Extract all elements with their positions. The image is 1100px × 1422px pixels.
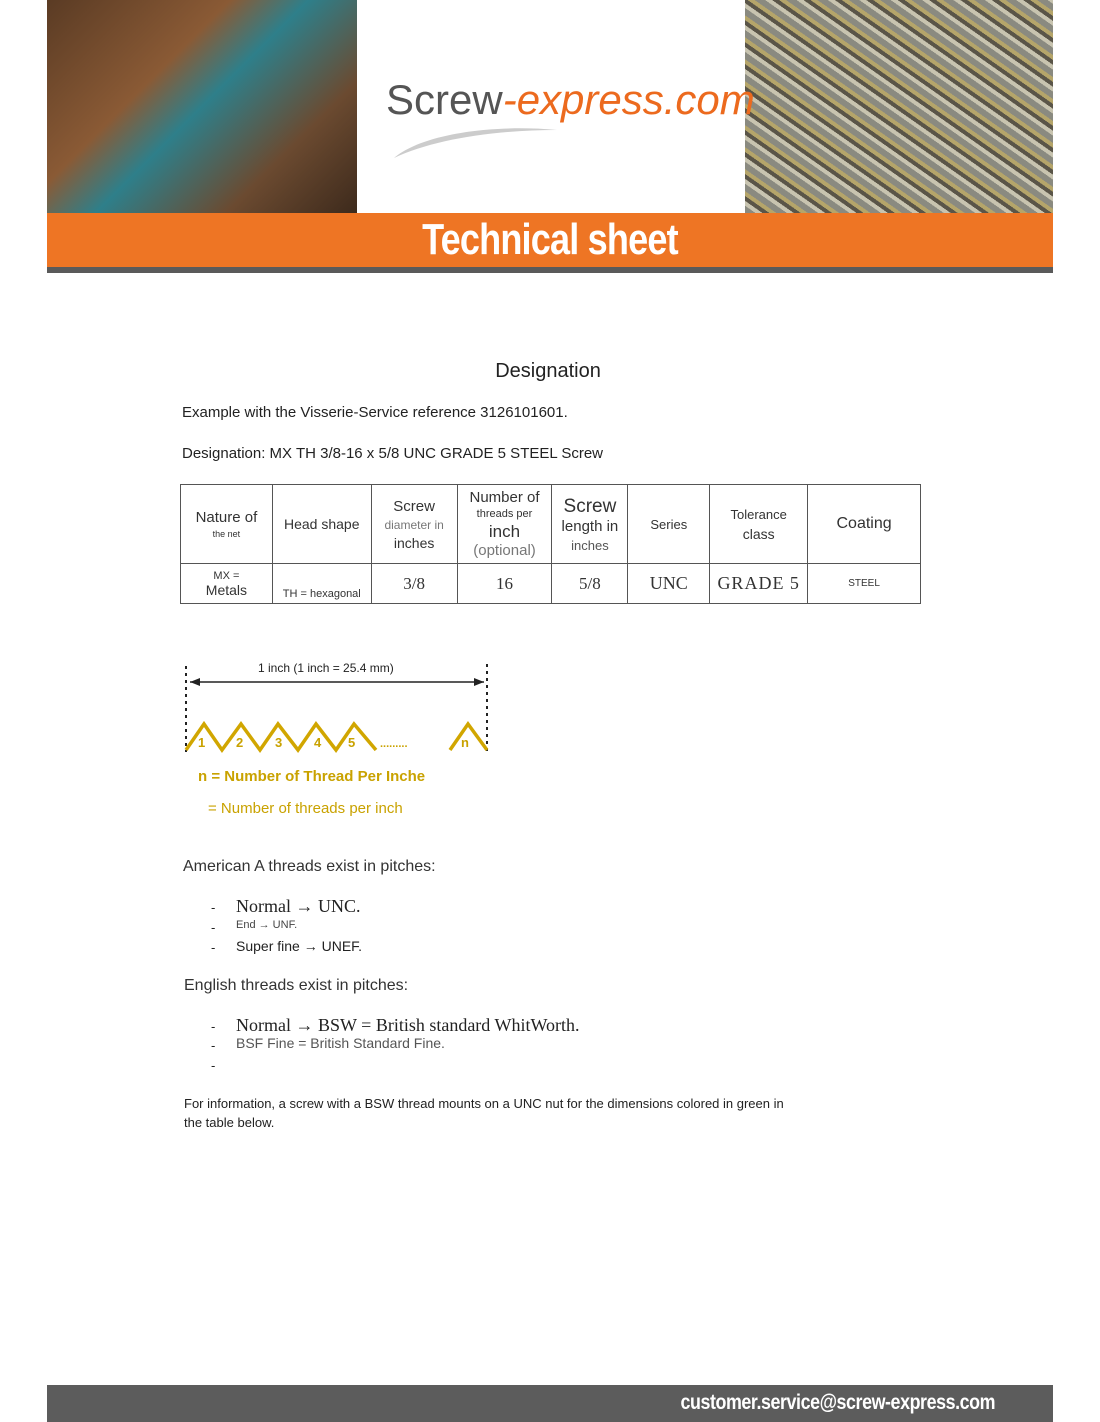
thread-diagram: 1 inch (1 inch = 25.4 mm) 1 2 3 4 5 ....… (180, 660, 500, 830)
english-item-normal: Normal → BSW = British standard WhitWort… (236, 1015, 580, 1035)
bullet: - (211, 1019, 216, 1034)
header-length: Screw length in inches (551, 484, 629, 564)
tools-photo (47, 0, 357, 213)
header-diameter: Screw diameter in inches (370, 484, 458, 564)
designation-table: Nature of the net Head shape Screw diamete… (180, 484, 921, 604)
header-coating: Coating (807, 484, 921, 564)
header-threads: Number of threads per inch (optional) (456, 484, 553, 564)
banner-title: Technical sheet (422, 215, 679, 264)
bullet: - (211, 900, 216, 915)
bullet: - (211, 1038, 216, 1053)
cell-diameter: 3/8 (370, 563, 458, 604)
header-subtext: threads per (476, 508, 533, 520)
info-line-1: For information, a screw with a BSW thre… (184, 1096, 784, 1111)
thread-label-4: 4 (314, 735, 322, 750)
header-subtext: inches (571, 537, 609, 553)
legend-line-2: = Number of threads per inch (208, 800, 403, 817)
logo: Screw-express.com (386, 76, 755, 124)
american-heading: American A threads exist in pitches: (183, 858, 436, 875)
english-heading: English threads exist in pitches: (184, 977, 409, 994)
title-band: Technical sheet (47, 213, 1053, 267)
info-line-2: the table below. (184, 1115, 275, 1130)
thread-label-3: 3 (275, 735, 283, 750)
table-header-row: Nature of the net Head shape Screw diamete… (180, 484, 921, 564)
header-tolerance: Tolerance class (709, 484, 809, 564)
table-row: MX = Metals TH = hexagonal 3/8 16 5/8 UNC… (180, 563, 921, 604)
header-subtext: the net (212, 529, 241, 539)
cell-length: 5/8 (551, 563, 629, 604)
divider (47, 267, 1053, 273)
cell-threads: 16 (456, 563, 553, 604)
header-subtext: inches (393, 534, 435, 551)
header-text: Screw (563, 495, 617, 517)
header-text: Screw (393, 497, 435, 515)
footer: customer.service@screw-express.com (47, 1385, 1053, 1422)
logo-main: Screw (386, 76, 503, 123)
english-item-fine: BSF Fine = British Standard Fine. (236, 1035, 445, 1051)
thread-drawing (184, 664, 489, 754)
cell-tolerance: GRADE 5 (709, 563, 809, 604)
header-subtext: length in (561, 517, 619, 535)
bullet: - (211, 940, 216, 955)
example-text: Example with the Visserie-Service refere… (182, 404, 568, 421)
header-subtext: (optional) (473, 542, 536, 559)
header-subtext: inch (488, 522, 521, 541)
screws-photo (745, 0, 1053, 213)
section-title: Designation (495, 360, 601, 382)
header-text: Number of (469, 489, 540, 506)
american-item-superfine: Super fine → UNEF. (236, 938, 363, 954)
cell-coating: STEEL (807, 563, 921, 604)
cell-series: UNC (627, 563, 711, 604)
header-head-shape: Head shape (271, 484, 372, 564)
legend-line-1: n = Number of Thread Per Inche (198, 768, 426, 785)
american-item-normal: Normal → UNC. (236, 896, 361, 916)
thread-label-2: 2 (236, 735, 244, 750)
american-item-fine: End → UNF. (236, 919, 298, 931)
cell-text: Metals (205, 581, 248, 598)
logo-swoosh (394, 128, 557, 158)
header-series: Series (627, 484, 711, 564)
bullet: - (211, 920, 216, 935)
thread-dots: ......... (380, 738, 408, 750)
thread-label-1: 1 (198, 735, 206, 750)
header-subtext: class (742, 525, 775, 542)
dimension-label: 1 inch (1 inch = 25.4 mm) (258, 661, 394, 675)
thread-label-5: 5 (348, 735, 356, 750)
bullet: - (211, 1058, 216, 1073)
header-subtext: diameter in (384, 517, 444, 532)
designation-text: Designation: MX TH 3/8-16 x 5/8 UNC GRAD… (182, 445, 603, 462)
footer-email[interactable]: customer.service@screw-express.com (680, 1391, 995, 1414)
header-text: Series (650, 516, 688, 532)
header-text: Tolerance (730, 506, 787, 522)
cell-head-shape: TH = hexagonal (271, 563, 372, 604)
cell-text: MX = (213, 569, 240, 582)
logo-accent: -express.com (502, 76, 755, 123)
header-nature: Nature of the net (180, 484, 273, 564)
header-text: Head shape (284, 516, 360, 532)
thread-label-n: n (461, 735, 469, 750)
cell-nature: MX = Metals (180, 563, 273, 604)
header-text: Nature of (195, 509, 258, 526)
header-text: Coating (836, 515, 892, 532)
